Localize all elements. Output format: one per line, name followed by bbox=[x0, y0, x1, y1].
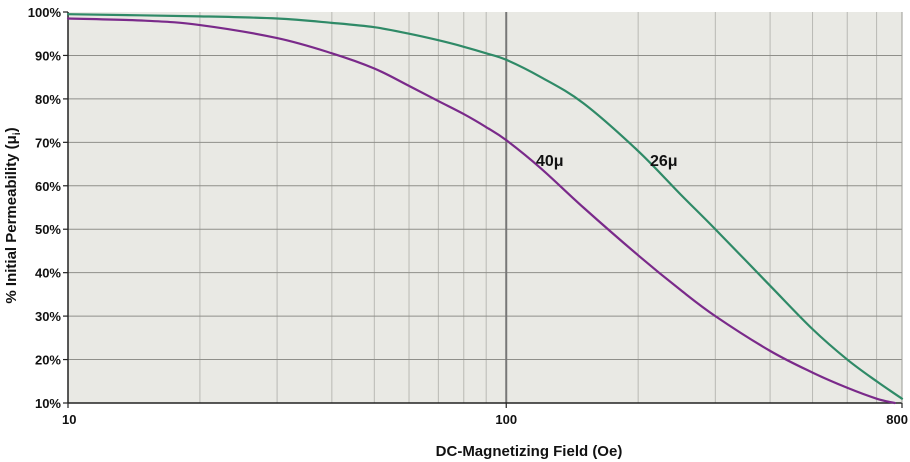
plot-background bbox=[68, 12, 902, 403]
series-label-26u: 26μ bbox=[650, 153, 678, 170]
y-tick-label: 50% bbox=[35, 222, 61, 237]
series-line-40u bbox=[66, 17, 896, 405]
y-axis-title: % Initial Permeability (μi) bbox=[3, 127, 23, 303]
y-tick-label: 60% bbox=[35, 179, 61, 194]
series-layer bbox=[66, 13, 904, 405]
y-tick-label: 10% bbox=[35, 396, 61, 411]
y-tick-label: 30% bbox=[35, 309, 61, 324]
y-tick-label: 40% bbox=[35, 266, 61, 281]
y-tick-label: 80% bbox=[35, 92, 61, 107]
x-tick-label: 800 bbox=[886, 412, 908, 427]
y-axis-title-close: ) bbox=[3, 127, 20, 132]
x-axis-title: DC-Magnetizing Field (Oe) bbox=[436, 443, 623, 460]
grid bbox=[68, 12, 902, 403]
y-axis-title-main: % Initial Permeability (μ bbox=[3, 135, 20, 303]
y-tick-label: 90% bbox=[35, 48, 61, 63]
y-tick-label: 100% bbox=[28, 5, 62, 20]
series-line-26u bbox=[66, 13, 904, 400]
series-label-40u: 40μ bbox=[536, 153, 564, 170]
x-tick-label: 10 bbox=[62, 412, 76, 427]
series-labels: 40μ 26μ bbox=[536, 153, 678, 170]
y-axis-title-subscript: i bbox=[12, 132, 23, 135]
y-tick-label: 70% bbox=[35, 135, 61, 150]
y-tick-label: 20% bbox=[35, 353, 61, 368]
axes: 10% 20% 30% 40% 50% 60% 70% 80% 90% 100% 10 100 800 bbox=[28, 5, 908, 427]
x-tick-label: 100 bbox=[495, 412, 517, 427]
